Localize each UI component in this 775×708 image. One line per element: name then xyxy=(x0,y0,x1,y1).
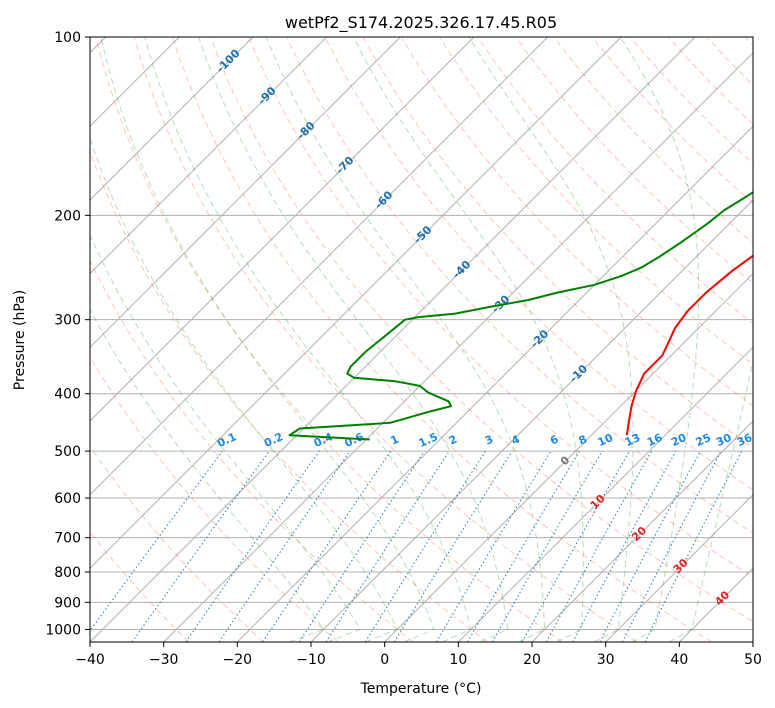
mixing-ratio-label: 20 xyxy=(669,431,689,449)
y-axis-title: Pressure (hPa) xyxy=(12,290,28,390)
mixing-ratio-line xyxy=(393,450,513,642)
y-tick-label: 1000 xyxy=(45,622,81,638)
mixing-ratio-line xyxy=(644,450,743,642)
mixing-ratio-line xyxy=(218,450,351,642)
mixing-ratio-line xyxy=(262,450,392,642)
dry-adiabat-line xyxy=(210,37,753,623)
moist-adiabat-line xyxy=(620,37,700,642)
x-tick-label: −20 xyxy=(223,652,253,668)
isotherm-line xyxy=(90,37,622,570)
y-tick-label: 700 xyxy=(54,531,81,547)
mixing-ratio-label: 16 xyxy=(645,431,665,449)
dry-adiabat-line xyxy=(248,37,753,578)
isotherm-line xyxy=(163,51,753,642)
profile-series-0 xyxy=(625,254,753,436)
y-tick-label: 900 xyxy=(54,595,81,611)
isotherm-line xyxy=(90,37,696,642)
dry-adiabat-line xyxy=(477,37,753,325)
dry-adiabat-line xyxy=(171,37,712,642)
isotherm-line xyxy=(90,37,475,422)
profile-series-1 xyxy=(288,191,753,441)
moist-adiabat-line xyxy=(100,37,435,642)
y-tick-label: 100 xyxy=(54,30,81,46)
moist-adiabat-line xyxy=(90,233,362,642)
dry-adiabat-line xyxy=(400,37,753,407)
moist-adiabat-line xyxy=(669,358,753,642)
mixing-ratio-line xyxy=(545,450,653,642)
y-tick-label: 800 xyxy=(54,565,81,581)
chart-title: wetPf2_S174.2025.326.17.45.R05 xyxy=(285,13,557,33)
isotherm-line xyxy=(310,199,753,642)
moist-adiabat-line xyxy=(353,37,584,642)
mixing-ratio-line xyxy=(325,450,450,642)
mixing-ratio-label: 13 xyxy=(623,431,642,449)
x-tick-label: 30 xyxy=(597,652,615,668)
x-tick-label: 40 xyxy=(670,652,688,668)
y-axis: 100 200 300 400 500 600 700 800 900 1000 xyxy=(45,30,90,638)
dry-adiabat-line xyxy=(324,37,753,491)
x-tick-label: 10 xyxy=(449,652,467,668)
y-tick-label: 600 xyxy=(54,491,81,507)
moist-adiabat-line xyxy=(144,37,472,642)
moist-adiabat-line xyxy=(90,136,398,642)
x-tick-label: −10 xyxy=(296,652,326,668)
mixing-ratio-line xyxy=(298,450,425,642)
mixing-ratio-line xyxy=(185,450,320,642)
x-tick-label: 20 xyxy=(523,652,541,668)
y-tick-label: 200 xyxy=(54,208,81,224)
dry-adiabat-line xyxy=(362,37,753,449)
dry-adiabat-line xyxy=(90,259,414,642)
dry-adiabat-line xyxy=(90,445,264,642)
isotherm-line xyxy=(605,493,753,642)
isotherm-line xyxy=(90,37,549,496)
x-tick-label: 50 xyxy=(744,652,762,668)
x-axis: −40 −30 −20 −10 0 10 20 30 40 50 xyxy=(75,642,762,668)
plot-frame xyxy=(89,36,754,643)
isotherm-line xyxy=(90,37,328,275)
isotherm-line xyxy=(90,37,401,349)
mixing-ratio-line xyxy=(131,450,270,642)
mixing-ratio-line xyxy=(90,450,223,632)
moist-adiabat-line xyxy=(90,308,325,642)
isotherm-line xyxy=(236,125,753,642)
mixing-ratio-label: 10 xyxy=(596,431,616,449)
isotherm-line xyxy=(531,420,753,642)
moist-adiabat-line xyxy=(265,37,546,642)
mixing-ratio-label: 36 xyxy=(735,431,755,449)
x-axis-title: Temperature (°C) xyxy=(360,681,482,697)
dry-adiabat-line xyxy=(133,37,638,642)
background-lines xyxy=(90,37,753,642)
mixing-ratio-label: 30 xyxy=(714,431,734,449)
dry-adiabat-line xyxy=(95,37,563,642)
isotherm-line xyxy=(384,272,753,642)
x-tick-label: −40 xyxy=(75,652,105,668)
mixing-ratio-line xyxy=(572,450,677,642)
y-tick-label: 400 xyxy=(54,387,81,403)
y-tick-label: 500 xyxy=(54,444,81,460)
isotherm-line xyxy=(90,37,254,201)
mixing-ratio-label: 25 xyxy=(694,431,713,449)
x-tick-label: −30 xyxy=(149,652,179,668)
mixing-ratio-line xyxy=(521,450,630,642)
isotherm-line xyxy=(457,346,753,642)
dry-adiabat-line xyxy=(591,37,753,204)
dry-adiabat-line xyxy=(629,37,753,165)
moist-adiabat-line xyxy=(198,37,509,642)
dry-adiabat-line xyxy=(515,37,753,284)
moist-adiabat-line xyxy=(468,37,634,642)
y-tick-label: 300 xyxy=(54,313,81,329)
series-layer xyxy=(288,191,753,441)
x-tick-label: 0 xyxy=(380,652,389,668)
